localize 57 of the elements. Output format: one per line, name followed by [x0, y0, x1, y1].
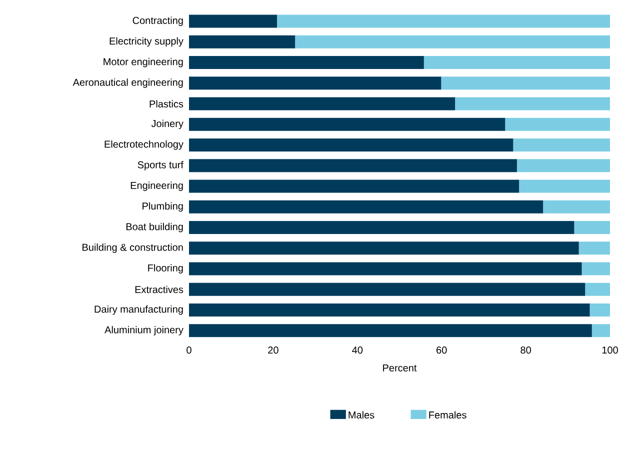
- bar: [505, 118, 610, 131]
- y-tick-label: Plastics: [150, 100, 184, 108]
- bar: [582, 262, 610, 276]
- bar: [189, 97, 456, 110]
- y-tick-label: Flooring: [148, 264, 183, 274]
- y-tick-label: Joinery: [151, 120, 184, 130]
- bar: [189, 14, 277, 28]
- y-tick-label: Plumbing: [142, 202, 183, 212]
- x-tick-label: 100: [602, 346, 618, 354]
- x-axis-title: Percent: [383, 364, 417, 372]
- bar: [189, 35, 296, 48]
- bar: [578, 242, 610, 255]
- bar: [424, 56, 610, 70]
- y-tick-label: Aeronautical engineering: [72, 78, 183, 88]
- y-tick-label: Sports turf: [138, 161, 184, 170]
- bar: [189, 118, 506, 131]
- bar: [189, 304, 590, 317]
- bar: [189, 324, 592, 338]
- bar: [189, 76, 442, 90]
- bar: [585, 282, 610, 296]
- bar: [590, 304, 610, 317]
- y-tick-label: Contracting: [132, 16, 183, 26]
- x-tick-label: 0: [186, 346, 192, 354]
- y-tick-label: Electrotechnology: [104, 140, 184, 150]
- bar: [592, 324, 610, 338]
- legend-label: Males: [348, 411, 374, 419]
- bar: [189, 242, 579, 255]
- bar: [519, 180, 610, 193]
- legend-label: Females: [429, 411, 466, 419]
- bar: [189, 138, 514, 152]
- bar: [516, 159, 610, 172]
- x-tick-label: 80: [520, 346, 531, 354]
- bar: [455, 97, 610, 110]
- bar: [189, 56, 424, 70]
- bar: [189, 221, 574, 234]
- y-tick-label: Motor engineering: [104, 58, 183, 68]
- bar: [189, 180, 520, 193]
- y-tick-label: Building & construction: [82, 244, 183, 253]
- y-tick-label: Extractives: [135, 286, 184, 294]
- bar: [189, 200, 544, 214]
- x-tick-label: 20: [268, 346, 278, 354]
- x-tick-label: 60: [436, 346, 447, 354]
- bar: [189, 159, 517, 172]
- bar: [189, 262, 582, 276]
- bar: [441, 76, 610, 90]
- bar: [543, 200, 610, 214]
- bar: [513, 138, 610, 152]
- y-tick-label: Engineering: [130, 182, 183, 191]
- y-tick-label: Dairy manufacturing: [94, 305, 183, 315]
- x-tick-label: 40: [352, 346, 363, 354]
- y-tick-label: Aluminium joinery: [104, 326, 184, 336]
- bar: [276, 14, 610, 28]
- y-tick-label: Boat building: [126, 222, 183, 232]
- bar: [574, 221, 610, 234]
- bar: [189, 282, 586, 296]
- bar: [295, 35, 610, 48]
- y-tick-label: Electricity supply: [110, 37, 184, 47]
